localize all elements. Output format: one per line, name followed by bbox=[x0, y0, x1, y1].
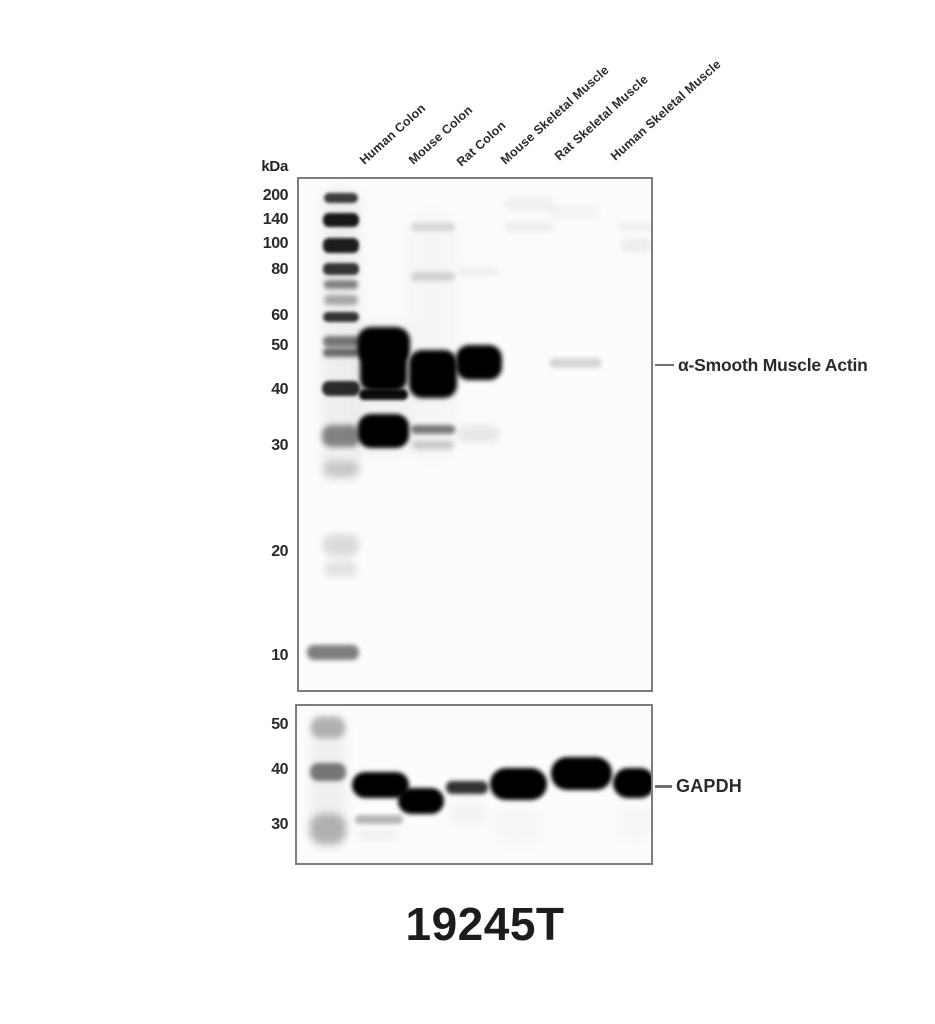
blot-band bbox=[504, 222, 554, 232]
blot-band bbox=[310, 763, 346, 781]
blot-band bbox=[446, 781, 488, 794]
marker-label-30kda: 30 bbox=[271, 816, 288, 833]
blot-band bbox=[620, 238, 651, 253]
blot-band bbox=[458, 267, 499, 276]
blot-band bbox=[324, 561, 358, 577]
blot-band bbox=[324, 193, 358, 203]
blot-band bbox=[309, 714, 347, 849]
blot-band bbox=[549, 358, 602, 368]
blot-band bbox=[323, 348, 359, 357]
blot-band bbox=[504, 197, 554, 211]
marker-label-100kda: 100 bbox=[262, 235, 289, 252]
alpha-sma-blot-panel bbox=[297, 177, 653, 692]
blot-band bbox=[613, 768, 651, 798]
blot-band bbox=[360, 345, 407, 391]
blot-band bbox=[322, 425, 360, 447]
blot-band bbox=[456, 345, 502, 380]
blot-band bbox=[323, 213, 359, 227]
blot-band bbox=[398, 788, 444, 814]
marker-label-20kda: 20 bbox=[271, 543, 288, 560]
blot-band bbox=[449, 802, 487, 824]
blot-band bbox=[323, 336, 359, 347]
blot-band bbox=[405, 211, 459, 461]
gapdh-blot-panel bbox=[295, 704, 653, 865]
blot-band bbox=[311, 717, 345, 738]
blot-band bbox=[547, 206, 600, 218]
alpha-sma-annotation: α-Smooth Muscle Actin bbox=[678, 355, 868, 375]
blot-band bbox=[310, 814, 346, 844]
blot-band bbox=[458, 425, 500, 443]
blot-band bbox=[490, 768, 547, 800]
blot-band bbox=[618, 223, 651, 231]
lane-label: Human Skeletal Muscle bbox=[607, 57, 724, 164]
blot-band bbox=[323, 461, 359, 477]
blot-band bbox=[409, 350, 457, 398]
blot-band bbox=[324, 295, 358, 305]
lane-label: Rat Skeletal Muscle bbox=[551, 72, 651, 164]
blot-band bbox=[411, 223, 455, 231]
blot-band bbox=[355, 815, 403, 824]
blot-band bbox=[323, 312, 359, 322]
blot-band bbox=[411, 425, 455, 434]
marker-label-50kda: 50 bbox=[271, 716, 288, 733]
blot-band bbox=[323, 263, 359, 275]
blot-band bbox=[411, 272, 455, 281]
blot-band bbox=[323, 238, 359, 253]
blot-band bbox=[493, 806, 543, 846]
marker-label-60kda: 60 bbox=[271, 307, 288, 324]
gapdh-annotation: GAPDH bbox=[676, 776, 743, 796]
blot-band bbox=[324, 280, 358, 289]
alpha-sma-pointer-line bbox=[655, 364, 674, 366]
blot-band bbox=[323, 534, 359, 556]
kda-unit-label: kDa bbox=[261, 158, 288, 175]
marker-label-40kda: 40 bbox=[271, 761, 288, 778]
blot-band bbox=[357, 830, 397, 840]
blot-band bbox=[412, 441, 454, 449]
blot-band bbox=[358, 414, 409, 448]
blot-band bbox=[359, 389, 408, 400]
marker-label-30kda: 30 bbox=[271, 437, 288, 454]
blot-band bbox=[551, 757, 612, 790]
marker-label-40kda: 40 bbox=[271, 381, 288, 398]
blot-band bbox=[307, 645, 359, 660]
blot-band bbox=[615, 802, 653, 842]
marker-label-50kda: 50 bbox=[271, 337, 288, 354]
marker-label-200kda: 200 bbox=[262, 187, 289, 204]
blot-band bbox=[322, 381, 360, 396]
marker-label-10kda: 10 bbox=[271, 647, 288, 664]
blot-band bbox=[321, 187, 361, 482]
marker-label-80kda: 80 bbox=[271, 261, 288, 278]
gapdh-pointer-line bbox=[655, 785, 672, 788]
product-number-title: 19245T bbox=[405, 898, 565, 950]
marker-label-140kda: 140 bbox=[262, 211, 289, 228]
